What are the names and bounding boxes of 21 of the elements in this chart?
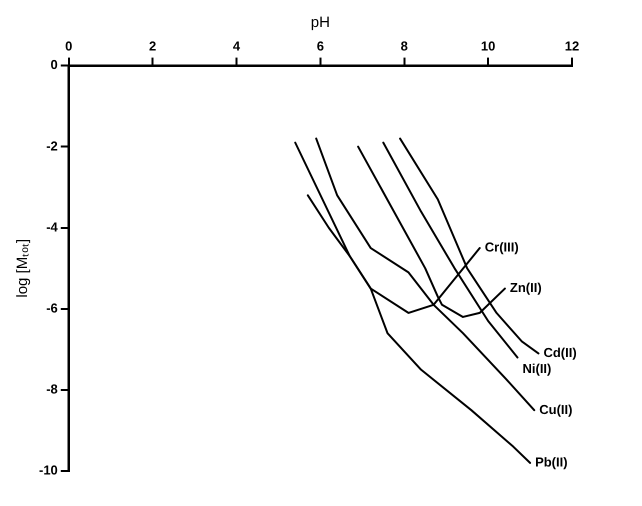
y-tick-label: -2 (46, 138, 58, 154)
x-tick-label: 4 (232, 38, 241, 54)
x-axis-title: pH (310, 14, 330, 32)
series-label: Cu(II) (539, 402, 572, 417)
y-tick-label: 0 (50, 57, 58, 72)
series-label: Zn(II) (510, 280, 542, 296)
y-axis-title: log [Mₜₒₜ] (14, 238, 32, 298)
x-tick-label: 2 (149, 38, 156, 54)
series-label: Pb(II) (535, 454, 568, 470)
x-tick-label: 10 (480, 38, 496, 54)
y-tick-label: -10 (38, 462, 58, 478)
series-label: Ni(II) (522, 361, 552, 376)
series-label: Cr(III) (484, 240, 519, 255)
x-tick-label: 8 (400, 38, 408, 54)
x-tick-label: 12 (564, 38, 580, 54)
y-tick-label: -4 (46, 219, 59, 234)
x-tick-label: 6 (316, 38, 324, 54)
x-tick-label: 0 (65, 38, 72, 54)
y-tick-label: -8 (46, 382, 58, 396)
series-label: Cd(II) (543, 345, 577, 360)
y-tick-label: -6 (46, 300, 58, 316)
